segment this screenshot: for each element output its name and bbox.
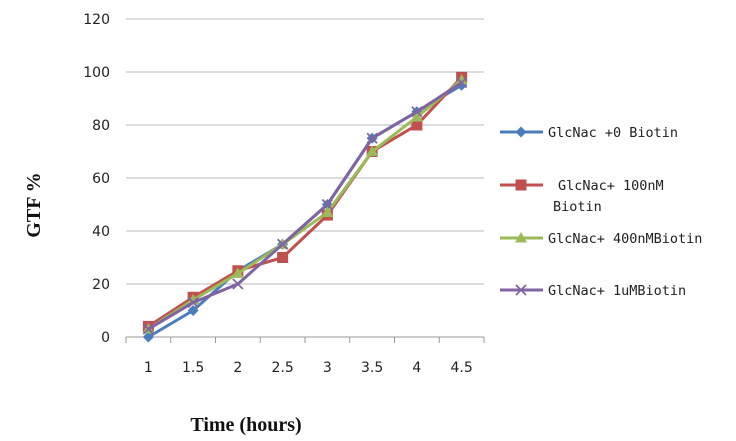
legend-marker: [515, 232, 527, 243]
legend-marker: [515, 126, 527, 138]
legend-label: Biotin: [553, 199, 602, 215]
x-tick-label: 4.5: [450, 360, 472, 376]
x-tick-label: 2: [233, 360, 242, 376]
data-point: [187, 305, 199, 316]
x-marker-stroke: [366, 132, 378, 144]
y-tick-label: 0: [101, 330, 110, 346]
legend-item-2: GlcNac+ 100nM Biotin: [500, 178, 664, 215]
x-marker-stroke: [515, 284, 527, 296]
y-tick-label: 80: [92, 118, 110, 134]
data-point: [366, 145, 379, 156]
data-point: [142, 323, 155, 335]
data-point: [231, 267, 244, 278]
data-point: [455, 73, 468, 85]
series-line: [147, 76, 463, 328]
x-marker-stroke: [187, 296, 199, 309]
legend-item-1: GlcNac +0 Biotin: [500, 125, 678, 141]
y-tick-label: 20: [92, 277, 110, 293]
x-marker-stroke: [321, 198, 334, 211]
legend-label: GlcNac+ 400nMBiotin: [548, 231, 702, 247]
data-point: [366, 132, 378, 144]
data-point: [142, 331, 154, 343]
data-point: [321, 206, 334, 217]
legend-marker: [515, 284, 527, 296]
x-tick-labels: 1 1.5 2 2.5 3 3.5 4 4.5: [144, 360, 473, 376]
data-point: [411, 119, 423, 131]
x-marker-stroke: [232, 278, 244, 290]
x-marker-stroke: [142, 323, 155, 335]
gridlines: [125, 18, 485, 343]
data-point: [277, 252, 289, 263]
series-4: [142, 76, 468, 335]
data-point: [276, 238, 289, 250]
legend-label: GlcNac +0 Biotin: [548, 125, 678, 141]
y-tick-labels: 0 20 40 60 80 100 120: [83, 12, 110, 346]
legend-item-4: GlcNac+ 1uMBiotin: [500, 283, 686, 299]
data-point: [455, 76, 468, 89]
y-axis-title: GTF %: [23, 172, 45, 237]
x-marker-stroke: [276, 238, 289, 250]
x-marker-stroke: [455, 76, 468, 89]
x-marker-stroke: [411, 106, 423, 118]
y-tick-label: 120: [83, 12, 110, 28]
x-axis-title: Time (hours): [190, 414, 301, 436]
x-tick-label: 1: [144, 360, 153, 376]
data-point: [321, 198, 334, 211]
data-point: [411, 106, 423, 118]
x-tick-label: 1.5: [182, 360, 204, 376]
data-point: [232, 278, 244, 290]
data-point: [410, 111, 423, 122]
series-line: [147, 81, 463, 331]
y-tick-label: 40: [92, 224, 110, 240]
data-point: [187, 296, 199, 309]
legend-label: GlcNac+ 100nM: [558, 178, 664, 194]
series-line: [147, 78, 463, 331]
x-tick-label: 2.5: [271, 360, 293, 376]
legend-marker: [515, 179, 527, 191]
legend-item-3: GlcNac+ 400nMBiotin: [500, 231, 702, 247]
x-tick-label: 3.5: [361, 360, 383, 376]
y-tick-label: 100: [83, 65, 110, 81]
x-tick-label: 3: [323, 360, 332, 376]
y-tick-label: 60: [92, 171, 110, 187]
series-lines: [142, 71, 468, 343]
x-tick-label: 4: [412, 360, 421, 376]
legend-label: GlcNac+ 1uMBiotin: [548, 283, 686, 299]
